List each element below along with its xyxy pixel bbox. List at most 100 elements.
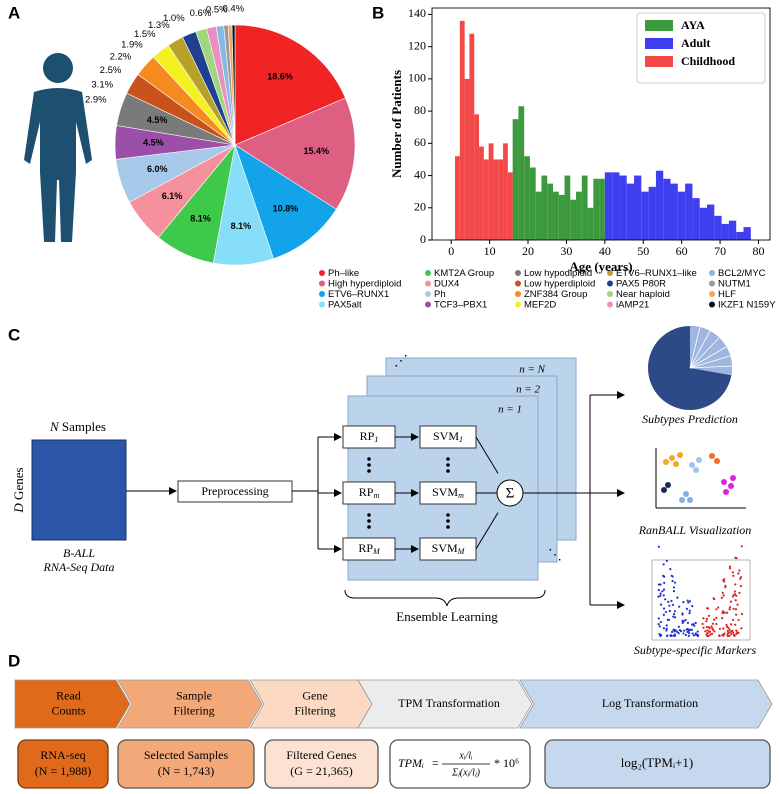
x-tick-label: 10	[484, 244, 496, 258]
histogram-bar	[488, 143, 494, 240]
icon-dot	[691, 605, 694, 608]
legend-swatch	[645, 56, 673, 67]
histogram-bar	[524, 156, 530, 240]
icon-dot	[740, 545, 743, 548]
step-label: Filtering	[173, 703, 214, 717]
ellipsis-dot	[367, 513, 371, 517]
pie-value-label: 0.5%	[206, 5, 228, 16]
legend-label: HLF	[718, 289, 736, 300]
legend-marker	[515, 301, 521, 308]
icon-dot	[658, 625, 661, 628]
icon-dot	[688, 611, 691, 615]
pie-value-label: 1.9%	[121, 40, 143, 51]
shape-line	[689, 365, 733, 369]
icon-dot	[672, 615, 675, 618]
icon-dot	[688, 600, 692, 603]
human-icon	[24, 53, 92, 242]
icon-dot	[662, 563, 665, 566]
result-label: (N = 1,988)	[35, 764, 91, 778]
icon-dot	[721, 616, 724, 620]
legend-label: Ph–like	[328, 268, 359, 279]
icon-dot	[726, 634, 729, 637]
pie-slice	[234, 97, 356, 210]
icon-dot	[657, 583, 661, 586]
icon-dot	[724, 586, 727, 589]
icon-dot	[739, 577, 742, 580]
legend-label: High hyperdiploid	[328, 279, 401, 290]
histogram-bar	[479, 146, 484, 240]
icon-dot	[659, 594, 662, 597]
data-matrix	[31, 439, 127, 541]
svm-text: SVM	[433, 429, 459, 443]
legend-marker	[515, 291, 521, 297]
icon-dot	[733, 590, 737, 593]
layer-label: n = N	[519, 364, 545, 376]
pie-value-label: 15.4%	[304, 146, 330, 156]
histogram-bar	[564, 175, 571, 240]
legend-label: DUX4	[434, 279, 459, 290]
icon-dot	[657, 588, 660, 592]
icon-dot	[671, 579, 674, 583]
shape-g	[679, 491, 693, 503]
histogram-bar	[619, 175, 627, 240]
icon-dot	[690, 628, 694, 631]
rp-text: RP	[359, 485, 374, 499]
icon-dot	[706, 634, 709, 638]
pie-value-label: 8.1%	[190, 213, 211, 223]
icon-dot	[663, 581, 666, 585]
icon-dot	[659, 603, 663, 606]
result-label: Filtered Genes	[286, 748, 357, 762]
icon-dot	[711, 622, 714, 625]
diagram: N Samples D Genes B-ALL RNA-Seq Data Pre…	[11, 325, 756, 657]
y-tick-label: 60	[414, 135, 426, 149]
pie-chart: 18.6% 15.4% 10.8% 8.1% 8.1% 6.1% 6.0% 4.5% 4.5% 2…	[85, 4, 356, 266]
icon-dot	[659, 592, 662, 595]
pie-slice	[234, 144, 337, 260]
icon-dot	[665, 627, 668, 630]
legend-label: AYA	[681, 18, 705, 32]
svm-subscript: 1	[459, 435, 463, 444]
icon-dot	[726, 629, 729, 632]
icon-dot	[688, 609, 691, 612]
icon-dot	[670, 630, 674, 634]
icon-dot	[665, 559, 668, 562]
icon-dot	[701, 622, 704, 625]
icon-dot	[685, 628, 688, 631]
icon-dot	[682, 620, 685, 623]
icon-dot	[696, 633, 699, 636]
histogram-bar	[677, 191, 686, 240]
x-tick-label: 60	[676, 244, 688, 258]
ellipsis-dot	[446, 463, 450, 467]
icon-dot	[728, 565, 732, 568]
histogram-bar	[529, 167, 536, 240]
icon-dot	[725, 611, 729, 614]
x-tick-label: 0	[448, 244, 454, 258]
icon-dot	[686, 621, 690, 624]
icon-dot	[705, 625, 708, 629]
icon-dot	[734, 556, 737, 559]
icon-dot	[706, 632, 709, 635]
pie-value-label: 1.3%	[148, 20, 170, 31]
icon-dot	[728, 628, 731, 631]
legend-label: NUTM1	[718, 279, 751, 290]
shape-tspan: D	[11, 503, 26, 514]
icon-dot	[682, 601, 685, 604]
shape-circle	[709, 453, 715, 459]
shape-g	[689, 457, 702, 473]
legend-marker	[319, 301, 325, 308]
shape-circle	[679, 497, 685, 503]
icon-dot	[720, 596, 724, 599]
icon-dot	[710, 625, 713, 628]
legend-marker	[709, 270, 715, 276]
icon-dot	[733, 633, 736, 637]
histogram-bar	[541, 175, 548, 240]
icon-dot	[732, 574, 735, 577]
legend-marker	[709, 291, 715, 297]
output-label: Subtypes Prediction	[642, 412, 738, 426]
histogram-bar	[503, 143, 508, 240]
histogram-bar	[552, 191, 559, 240]
shape-g	[709, 453, 720, 464]
legend-marker	[425, 270, 431, 276]
y-tick-label: 100	[408, 71, 426, 85]
